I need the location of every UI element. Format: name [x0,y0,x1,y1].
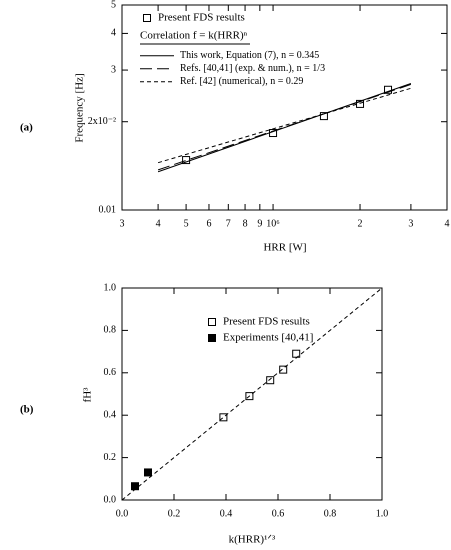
plot-frame [121,4,448,211]
x-tick-label: 6 [206,218,211,229]
legend-label: Present FDS results [158,12,245,24]
data-point [144,468,152,477]
legend-label: Present FDS results [223,316,310,328]
x-tick-label: 0.2 [168,508,181,519]
x-axis-label: HRR [W] [263,242,306,254]
y-tick-label: 0.0 [104,494,117,505]
x-tick-label: 8 [243,218,248,229]
plot-frame [121,287,383,501]
legend-label: Refs. [40,41] (exp. & num.), n = 1/3 [180,63,325,74]
y-tick-label: 0.2 [104,452,117,463]
y-axis-label: fH³ [82,387,94,403]
x-tick-label: 10⁶ [266,218,280,229]
x-tick-label: 5 [184,218,189,229]
x-tick-label: 0.8 [324,508,337,519]
y-tick-label: 0.4 [104,409,117,420]
y-tick-label: 4 [111,28,116,39]
y-tick-label: 0.01 [99,204,117,215]
data-line [157,87,412,164]
x-tick-label: 7 [226,218,231,229]
panel-label: (b) [20,404,34,416]
legend-label: Ref. [42] (numerical), n = 0.29 [180,76,303,87]
x-tick-label: 9 [257,218,262,229]
x-tick-label: 3 [120,218,125,229]
y-tick-label: 0.6 [104,367,117,378]
data-point [279,365,288,374]
x-tick-label: 4 [445,218,450,229]
legend-marker [208,334,216,342]
x-tick-label: 0.6 [272,508,285,519]
x-tick-label: 0.0 [116,508,129,519]
data-point [319,112,328,121]
y-tick-label: 5 [111,0,116,10]
x-tick-label: 4 [156,218,161,229]
y-tick-label: 1.0 [104,282,117,293]
y-axis-label: Frequency [Hz] [74,73,86,142]
data-point [131,482,139,491]
legend-marker [143,14,151,22]
x-tick-label: 3 [408,218,413,229]
x-axis-label: k(HRR)¹ᐟ³ [229,534,276,546]
panel-label: (a) [20,122,33,134]
x-tick-label: 2 [358,218,363,229]
legend-marker [208,318,216,326]
data-line [157,83,412,171]
data-point [182,156,191,165]
data-point [219,413,228,422]
x-tick-label: 0.4 [220,508,233,519]
legend-label: This work, Equation (7), n = 0.345 [180,50,319,61]
x-tick-label: 1.0 [376,508,389,519]
legend-label: Experiments [40,41] [223,332,313,344]
data-point [266,376,275,385]
data-point [292,349,301,358]
y-tick-label: 0.8 [104,325,117,336]
y-tick-label: 2x10⁻² [88,116,116,127]
legend-title: Correlation f = k(HRR)ⁿ [140,30,248,42]
y-tick-label: 3 [111,64,116,75]
